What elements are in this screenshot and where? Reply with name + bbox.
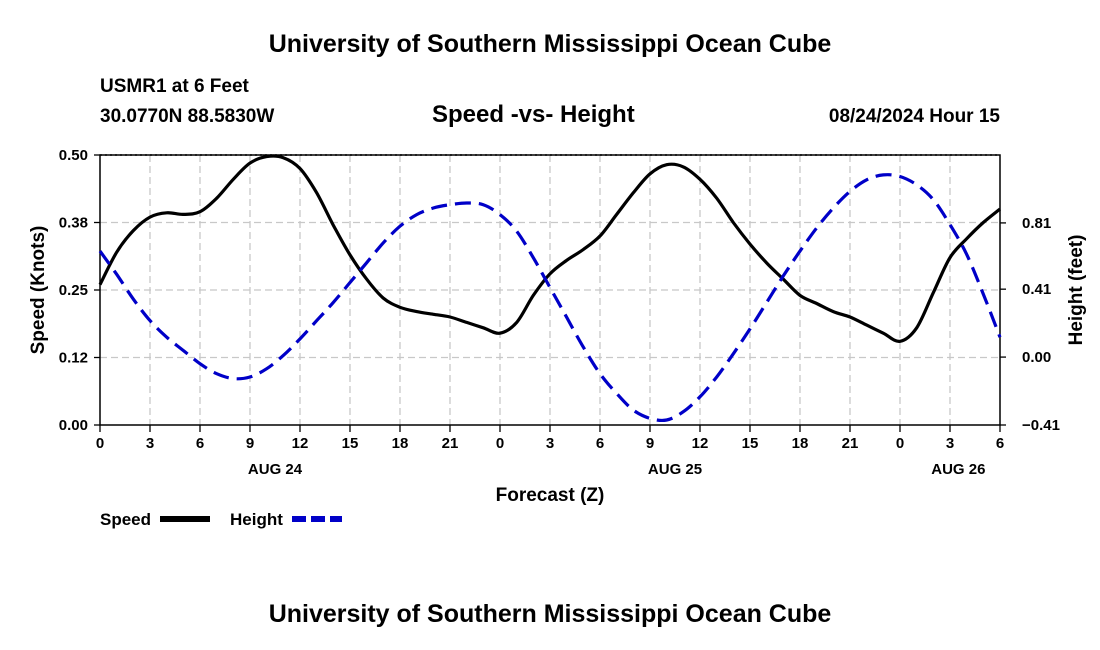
y2-tick-label: −0.41 [1022, 417, 1060, 434]
footer-title: University of Southern Mississippi Ocean… [268, 600, 832, 628]
x-tick-label: 21 [442, 435, 459, 452]
x-tick-label: 18 [392, 435, 409, 452]
date-label: AUG 26 [931, 461, 985, 478]
y2-tick-label: 0.81 [1022, 215, 1051, 232]
x-tick-label: 0 [496, 435, 504, 452]
x-tick-label: 21 [842, 435, 859, 452]
x-axis-label: Forecast (Z) [496, 485, 605, 506]
x-tick-label: 3 [146, 435, 154, 452]
date-label: AUG 24 [248, 461, 303, 478]
x-tick-label: 3 [946, 435, 954, 452]
x-tick-label: 18 [792, 435, 809, 452]
x-tick-label: 15 [342, 435, 359, 452]
y-tick-label: 0.00 [59, 417, 88, 434]
x-tick-label: 12 [692, 435, 709, 452]
x-tick-label: 12 [292, 435, 309, 452]
forecast-datetime: 08/24/2024 Hour 15 [828, 106, 1000, 127]
y2-tick-label: 0.41 [1022, 281, 1051, 298]
chart-series [98, 154, 1002, 423]
x-tick-label: 6 [596, 435, 604, 452]
chart-grid [100, 154, 1000, 425]
x-tick-label: 9 [246, 435, 254, 452]
axis-ticks: 0 3 6 9 12 15 18 21 0 3 6 9 12 15 18 21 0 3 6 0.00 0.12 0.25 0… [59, 147, 1060, 478]
x-tick-label: 0 [96, 435, 104, 452]
legend-label-height: Height [230, 510, 283, 529]
y-tick-label: 0.38 [59, 215, 88, 232]
y2-tick-label: 0.00 [1022, 349, 1051, 366]
station-coordinates: 30.0770N 88.5830W [100, 106, 275, 127]
x-tick-label: 9 [646, 435, 654, 452]
y-axis-label: Speed (Knots) [28, 226, 49, 355]
y-tick-label: 0.12 [59, 350, 88, 367]
page-title: University of Southern Mississippi Ocean… [268, 30, 832, 58]
chart-legend: Speed Height [100, 510, 342, 529]
x-tick-label: 6 [996, 435, 1004, 452]
chart-title: Speed -vs- Height [432, 101, 635, 128]
y-tick-label: 0.50 [59, 147, 88, 164]
y2-axis-label: Height (feet) [1066, 235, 1087, 346]
height-series-line [98, 173, 1002, 423]
x-tick-label: 0 [896, 435, 904, 452]
date-label: AUG 25 [648, 461, 702, 478]
legend-label-speed: Speed [100, 510, 151, 529]
speed-series-line [98, 154, 1002, 343]
station-name: USMR1 at 6 Feet [100, 76, 249, 97]
x-tick-label: 6 [196, 435, 204, 452]
x-tick-label: 15 [742, 435, 759, 452]
y-tick-label: 0.25 [59, 282, 88, 299]
x-tick-label: 3 [546, 435, 554, 452]
